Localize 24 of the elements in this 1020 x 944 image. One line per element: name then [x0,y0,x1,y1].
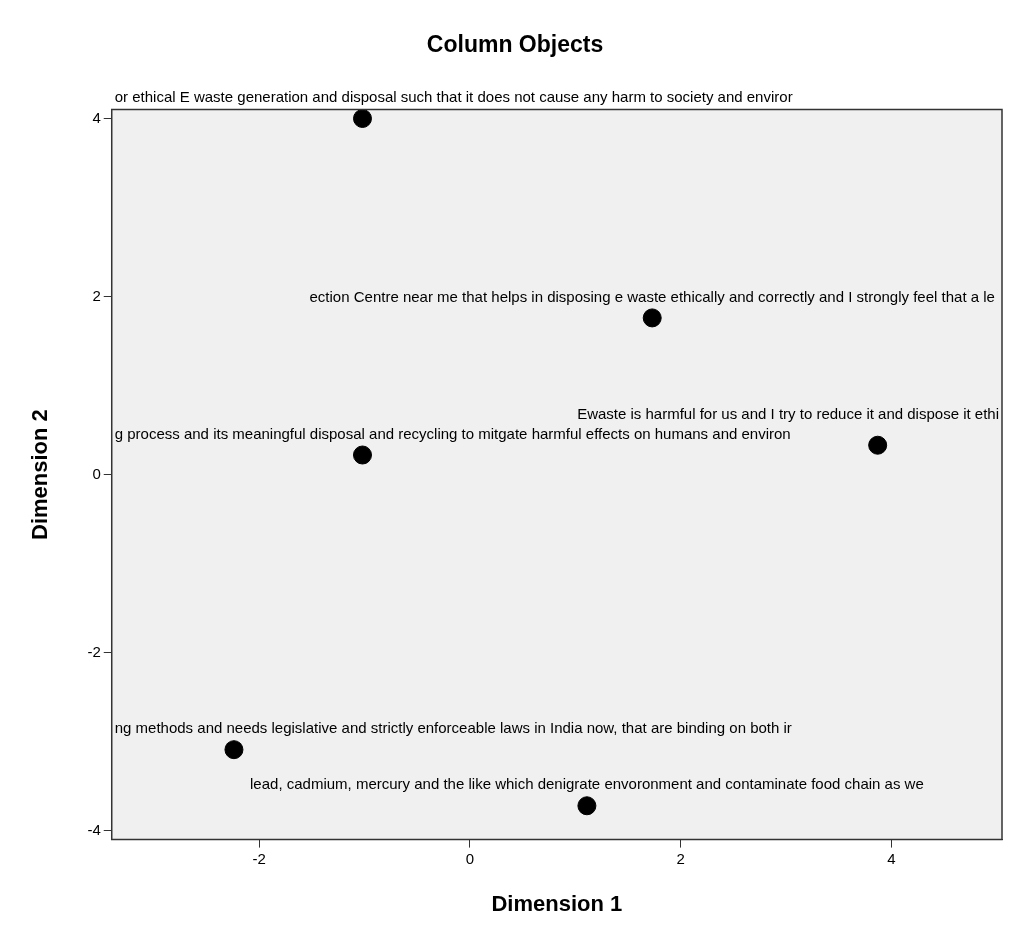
annotation: g process and its meaningful disposal and recycling to mitgate harmful effects on humans and environ [114,424,791,442]
point [352,109,372,128]
y-tick-label: 0 [92,464,101,482]
y-tick-label: -2 [87,642,101,660]
annotation: ng methods and needs legislative and strictly enforceable laws in India now, that are binding on both ir [114,719,792,737]
y-tick-label: -4 [87,820,101,838]
annotation: Ewaste is harmful for us and I try to reduce it and dispose it ethi [577,404,999,422]
x-tick-label: -2 [252,849,266,867]
chart-title: Column Objects [426,31,604,58]
y-tick-label: 2 [92,286,101,304]
point [577,796,597,816]
x-tick-label: 0 [465,849,475,867]
point [868,435,888,455]
annotation: lead, cadmium, mercury and the like which denigrate envoronment and contaminate food chain as we [250,775,924,793]
annotation: or ethical E waste generation and disposal such that it does not cause any harm to society and enviror [114,88,793,106]
x-tick-label: 2 [676,849,685,867]
y-axis-title: Dimension 2 [27,409,53,541]
y-tick-label: 4 [92,108,101,126]
point [352,445,372,465]
annotation: ection Centre near me that helps in disposing e waste ethically and correctly and I strongly feel that a le [309,287,995,305]
x-tick-label: 4 [887,849,896,867]
point [224,740,244,760]
point [642,308,662,328]
x-axis-title: Dimension 1 [491,890,623,916]
